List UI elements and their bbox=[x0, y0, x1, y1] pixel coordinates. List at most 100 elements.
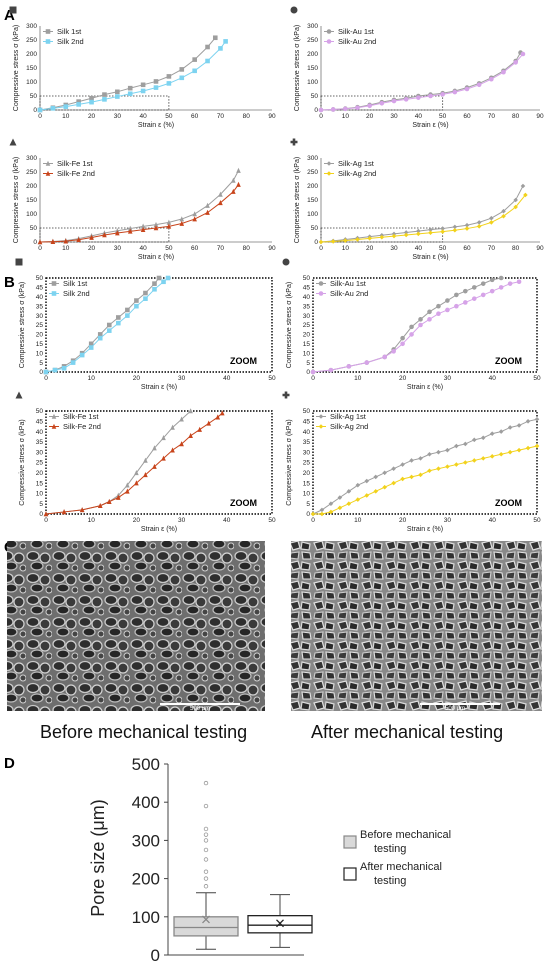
y-tick-label: 40 bbox=[36, 429, 44, 436]
x-axis-label: Strain ε (%) bbox=[141, 526, 177, 533]
data-point bbox=[153, 225, 159, 231]
data-point bbox=[452, 89, 458, 95]
data-point bbox=[436, 311, 441, 317]
data-point bbox=[480, 292, 486, 298]
x-tick-label: 60 bbox=[191, 113, 199, 120]
y-tick-label: 150 bbox=[26, 65, 37, 72]
data-point bbox=[188, 432, 193, 439]
data-point bbox=[79, 507, 85, 513]
data-point bbox=[476, 82, 482, 88]
y-tick-label: 5 bbox=[306, 360, 310, 367]
data-point bbox=[513, 197, 518, 203]
y-tick-label: 25 bbox=[36, 322, 44, 329]
data-point bbox=[498, 429, 504, 434]
x-tick-label: 0 bbox=[44, 375, 48, 382]
y-tick-label: 40 bbox=[303, 294, 311, 301]
data-point bbox=[440, 92, 445, 97]
data-point bbox=[454, 303, 459, 309]
square-panel-icon bbox=[9, 6, 17, 14]
y-tick-label: 45 bbox=[36, 285, 44, 292]
data-point bbox=[37, 107, 43, 113]
data-point bbox=[463, 300, 468, 305]
x-tick-label: 50 bbox=[533, 517, 541, 524]
data-point bbox=[192, 68, 197, 74]
outlier-point bbox=[203, 869, 209, 874]
data-point bbox=[418, 472, 423, 478]
x-tick-label: 70 bbox=[488, 245, 496, 252]
zoom-region-box bbox=[39, 227, 170, 243]
x-tick-label: 40 bbox=[223, 517, 231, 524]
data-point bbox=[97, 502, 103, 509]
data-point bbox=[37, 239, 43, 245]
data-point bbox=[192, 211, 197, 217]
data-point bbox=[355, 482, 361, 488]
data-point bbox=[236, 181, 241, 187]
data-point bbox=[355, 105, 360, 111]
data-point bbox=[507, 449, 513, 455]
data-point bbox=[50, 238, 56, 245]
outlier-point bbox=[203, 884, 209, 889]
data-point bbox=[115, 89, 120, 95]
data-point bbox=[409, 332, 414, 337]
data-point bbox=[391, 98, 397, 104]
data-point bbox=[97, 332, 103, 337]
y-tick-label: 20 bbox=[36, 332, 44, 339]
outlier-point bbox=[203, 876, 209, 881]
y-tick-label: 100 bbox=[132, 908, 160, 927]
x-tick-label: 70 bbox=[217, 113, 225, 120]
legend-label: Silk-Fe 1st bbox=[63, 412, 99, 421]
data-point bbox=[89, 99, 94, 105]
data-point bbox=[346, 364, 352, 369]
data-point bbox=[127, 228, 133, 234]
data-point bbox=[179, 441, 184, 447]
x-tick-label: 90 bbox=[536, 113, 544, 120]
data-point bbox=[319, 511, 325, 517]
y-tick-label: 0 bbox=[151, 946, 160, 965]
data-point bbox=[134, 303, 139, 309]
x-tick-label: 0 bbox=[319, 113, 323, 120]
y-tick-label: 50 bbox=[311, 225, 319, 232]
data-point bbox=[125, 482, 130, 488]
data-point bbox=[318, 239, 324, 245]
data-point bbox=[179, 216, 185, 222]
x-tick-label: 10 bbox=[354, 517, 362, 524]
x-tick-label: 90 bbox=[536, 245, 544, 252]
triangle-panel-icon bbox=[9, 138, 17, 146]
legend-label: Silk-Ag 2nd bbox=[330, 422, 368, 431]
data-point bbox=[489, 277, 495, 283]
panel-label-a: A bbox=[4, 7, 15, 24]
data-point bbox=[428, 227, 433, 232]
box bbox=[173, 916, 239, 937]
zoom-frame bbox=[45, 410, 273, 515]
data-point bbox=[507, 425, 513, 430]
y-tick-label: 50 bbox=[30, 93, 38, 100]
chart-a-4: 0 10 20 30 40 50 60 70 80 90 0 50 100 150 200 250 300 Str… bbox=[290, 138, 544, 261]
zoom-frame bbox=[312, 410, 538, 515]
data-point bbox=[205, 44, 210, 50]
data-point bbox=[416, 231, 421, 237]
x-tick-label: 20 bbox=[366, 113, 374, 120]
data-point bbox=[236, 167, 241, 173]
data-point bbox=[102, 232, 107, 238]
y-tick-label: 30 bbox=[303, 449, 311, 456]
y-axis-label: Compressive stress σ (kPa) bbox=[294, 25, 301, 111]
data-point bbox=[501, 69, 506, 75]
data-point bbox=[364, 360, 370, 365]
data-point bbox=[127, 225, 133, 231]
data-point bbox=[63, 238, 69, 244]
y-tick-label: 100 bbox=[307, 79, 318, 86]
x-axis-label: Strain ε (%) bbox=[412, 122, 448, 129]
data-point bbox=[215, 414, 221, 420]
y-tick-label: 200 bbox=[307, 51, 318, 58]
data-point bbox=[106, 328, 112, 333]
scale-bar-label-after: 500 μm bbox=[445, 706, 465, 712]
y-axis-label: Pore size (μm) bbox=[88, 799, 108, 916]
data-point bbox=[391, 349, 396, 354]
legend-label: Silk-Au 1st bbox=[330, 279, 367, 288]
series-line bbox=[45, 412, 223, 515]
x-tick-label: 10 bbox=[88, 375, 96, 382]
outlier-point bbox=[203, 826, 209, 832]
y-tick-label: 15 bbox=[303, 480, 311, 487]
mean-marker bbox=[276, 919, 284, 928]
